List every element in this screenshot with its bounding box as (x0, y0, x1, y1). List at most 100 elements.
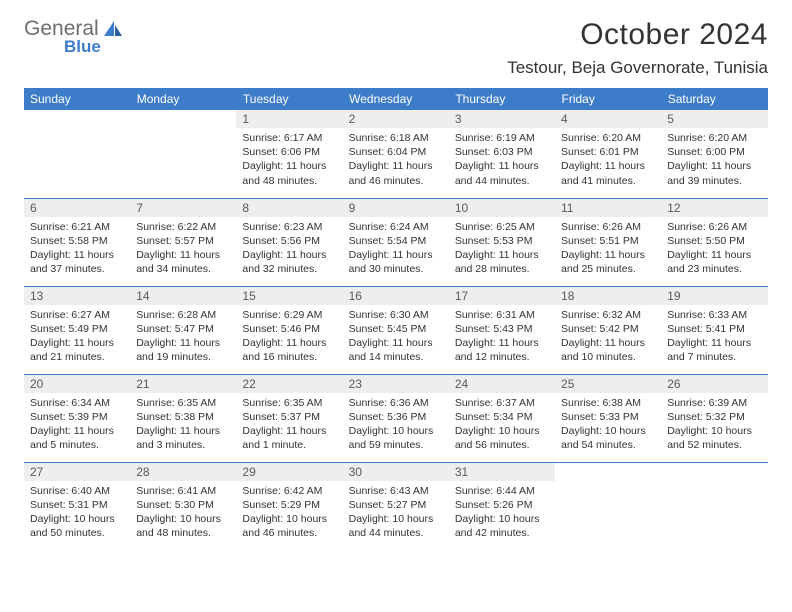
day-number: 8 (236, 199, 342, 217)
day-data: Sunrise: 6:26 AMSunset: 5:51 PMDaylight:… (555, 217, 661, 281)
day-number: 16 (343, 287, 449, 305)
calendar-day-cell: 17Sunrise: 6:31 AMSunset: 5:43 PMDayligh… (449, 286, 555, 374)
logo-sail-icon (103, 20, 123, 38)
calendar-week-row: 13Sunrise: 6:27 AMSunset: 5:49 PMDayligh… (24, 286, 768, 374)
day-data: Sunrise: 6:20 AMSunset: 6:01 PMDaylight:… (555, 128, 661, 192)
day-data: Sunrise: 6:21 AMSunset: 5:58 PMDaylight:… (24, 217, 130, 281)
day-number: 6 (24, 199, 130, 217)
weekday-header: Saturday (661, 88, 767, 110)
day-number: 20 (24, 375, 130, 393)
calendar-day-cell: 25Sunrise: 6:38 AMSunset: 5:33 PMDayligh… (555, 374, 661, 462)
day-number: 19 (661, 287, 767, 305)
day-data: Sunrise: 6:35 AMSunset: 5:38 PMDaylight:… (130, 393, 236, 457)
calendar-day-cell: 22Sunrise: 6:35 AMSunset: 5:37 PMDayligh… (236, 374, 342, 462)
title-block: October 2024 Testour, Beja Governorate, … (507, 18, 768, 78)
day-number: 10 (449, 199, 555, 217)
calendar-day-cell (130, 110, 236, 198)
day-data: Sunrise: 6:23 AMSunset: 5:56 PMDaylight:… (236, 217, 342, 281)
day-number: 2 (343, 110, 449, 128)
calendar-day-cell: 18Sunrise: 6:32 AMSunset: 5:42 PMDayligh… (555, 286, 661, 374)
day-data: Sunrise: 6:38 AMSunset: 5:33 PMDaylight:… (555, 393, 661, 457)
day-data: Sunrise: 6:25 AMSunset: 5:53 PMDaylight:… (449, 217, 555, 281)
calendar-day-cell: 13Sunrise: 6:27 AMSunset: 5:49 PMDayligh… (24, 286, 130, 374)
calendar-day-cell: 16Sunrise: 6:30 AMSunset: 5:45 PMDayligh… (343, 286, 449, 374)
calendar-day-cell: 28Sunrise: 6:41 AMSunset: 5:30 PMDayligh… (130, 462, 236, 550)
day-number: 31 (449, 463, 555, 481)
calendar-head: SundayMondayTuesdayWednesdayThursdayFrid… (24, 88, 768, 110)
calendar-day-cell (555, 462, 661, 550)
day-data: Sunrise: 6:40 AMSunset: 5:31 PMDaylight:… (24, 481, 130, 545)
day-data: Sunrise: 6:17 AMSunset: 6:06 PMDaylight:… (236, 128, 342, 192)
day-data: Sunrise: 6:28 AMSunset: 5:47 PMDaylight:… (130, 305, 236, 369)
calendar-day-cell: 12Sunrise: 6:26 AMSunset: 5:50 PMDayligh… (661, 198, 767, 286)
day-data: Sunrise: 6:19 AMSunset: 6:03 PMDaylight:… (449, 128, 555, 192)
calendar-day-cell: 9Sunrise: 6:24 AMSunset: 5:54 PMDaylight… (343, 198, 449, 286)
calendar-day-cell (661, 462, 767, 550)
day-data: Sunrise: 6:30 AMSunset: 5:45 PMDaylight:… (343, 305, 449, 369)
calendar-day-cell: 31Sunrise: 6:44 AMSunset: 5:26 PMDayligh… (449, 462, 555, 550)
calendar-day-cell: 23Sunrise: 6:36 AMSunset: 5:36 PMDayligh… (343, 374, 449, 462)
calendar-day-cell: 15Sunrise: 6:29 AMSunset: 5:46 PMDayligh… (236, 286, 342, 374)
calendar-day-cell: 6Sunrise: 6:21 AMSunset: 5:58 PMDaylight… (24, 198, 130, 286)
day-number: 26 (661, 375, 767, 393)
day-number: 25 (555, 375, 661, 393)
day-number: 27 (24, 463, 130, 481)
day-data: Sunrise: 6:41 AMSunset: 5:30 PMDaylight:… (130, 481, 236, 545)
weekday-header: Sunday (24, 88, 130, 110)
calendar-day-cell: 1Sunrise: 6:17 AMSunset: 6:06 PMDaylight… (236, 110, 342, 198)
day-data: Sunrise: 6:29 AMSunset: 5:46 PMDaylight:… (236, 305, 342, 369)
day-data: Sunrise: 6:22 AMSunset: 5:57 PMDaylight:… (130, 217, 236, 281)
weekday-header: Thursday (449, 88, 555, 110)
day-number: 1 (236, 110, 342, 128)
day-data: Sunrise: 6:34 AMSunset: 5:39 PMDaylight:… (24, 393, 130, 457)
day-number: 9 (343, 199, 449, 217)
day-number: 21 (130, 375, 236, 393)
day-data: Sunrise: 6:31 AMSunset: 5:43 PMDaylight:… (449, 305, 555, 369)
calendar-page: General Blue October 2024 Testour, Beja … (0, 0, 792, 562)
calendar-day-cell: 14Sunrise: 6:28 AMSunset: 5:47 PMDayligh… (130, 286, 236, 374)
day-number: 15 (236, 287, 342, 305)
day-data: Sunrise: 6:18 AMSunset: 6:04 PMDaylight:… (343, 128, 449, 192)
day-data: Sunrise: 6:20 AMSunset: 6:00 PMDaylight:… (661, 128, 767, 192)
calendar-day-cell: 2Sunrise: 6:18 AMSunset: 6:04 PMDaylight… (343, 110, 449, 198)
day-number: 29 (236, 463, 342, 481)
day-number: 23 (343, 375, 449, 393)
calendar-week-row: 1Sunrise: 6:17 AMSunset: 6:06 PMDaylight… (24, 110, 768, 198)
weekday-header: Friday (555, 88, 661, 110)
month-title: October 2024 (507, 18, 768, 52)
location-text: Testour, Beja Governorate, Tunisia (507, 58, 768, 78)
calendar-day-cell: 10Sunrise: 6:25 AMSunset: 5:53 PMDayligh… (449, 198, 555, 286)
weekday-header: Wednesday (343, 88, 449, 110)
day-number: 13 (24, 287, 130, 305)
calendar-day-cell: 24Sunrise: 6:37 AMSunset: 5:34 PMDayligh… (449, 374, 555, 462)
calendar-day-cell (24, 110, 130, 198)
day-number: 7 (130, 199, 236, 217)
day-data: Sunrise: 6:33 AMSunset: 5:41 PMDaylight:… (661, 305, 767, 369)
calendar-day-cell: 8Sunrise: 6:23 AMSunset: 5:56 PMDaylight… (236, 198, 342, 286)
calendar-table: SundayMondayTuesdayWednesdayThursdayFrid… (24, 88, 768, 550)
calendar-day-cell: 11Sunrise: 6:26 AMSunset: 5:51 PMDayligh… (555, 198, 661, 286)
logo-text-1: General (24, 18, 99, 39)
day-number: 3 (449, 110, 555, 128)
day-number: 30 (343, 463, 449, 481)
day-data: Sunrise: 6:37 AMSunset: 5:34 PMDaylight:… (449, 393, 555, 457)
day-data: Sunrise: 6:43 AMSunset: 5:27 PMDaylight:… (343, 481, 449, 545)
day-number: 28 (130, 463, 236, 481)
calendar-day-cell: 4Sunrise: 6:20 AMSunset: 6:01 PMDaylight… (555, 110, 661, 198)
weekday-header: Tuesday (236, 88, 342, 110)
calendar-week-row: 6Sunrise: 6:21 AMSunset: 5:58 PMDaylight… (24, 198, 768, 286)
logo: General Blue (24, 18, 123, 57)
calendar-day-cell: 20Sunrise: 6:34 AMSunset: 5:39 PMDayligh… (24, 374, 130, 462)
day-number: 18 (555, 287, 661, 305)
day-data: Sunrise: 6:24 AMSunset: 5:54 PMDaylight:… (343, 217, 449, 281)
calendar-day-cell: 7Sunrise: 6:22 AMSunset: 5:57 PMDaylight… (130, 198, 236, 286)
day-number: 5 (661, 110, 767, 128)
day-data: Sunrise: 6:27 AMSunset: 5:49 PMDaylight:… (24, 305, 130, 369)
day-number: 12 (661, 199, 767, 217)
calendar-week-row: 27Sunrise: 6:40 AMSunset: 5:31 PMDayligh… (24, 462, 768, 550)
calendar-day-cell: 19Sunrise: 6:33 AMSunset: 5:41 PMDayligh… (661, 286, 767, 374)
calendar-day-cell: 29Sunrise: 6:42 AMSunset: 5:29 PMDayligh… (236, 462, 342, 550)
day-number: 11 (555, 199, 661, 217)
day-data: Sunrise: 6:39 AMSunset: 5:32 PMDaylight:… (661, 393, 767, 457)
weekday-header: Monday (130, 88, 236, 110)
